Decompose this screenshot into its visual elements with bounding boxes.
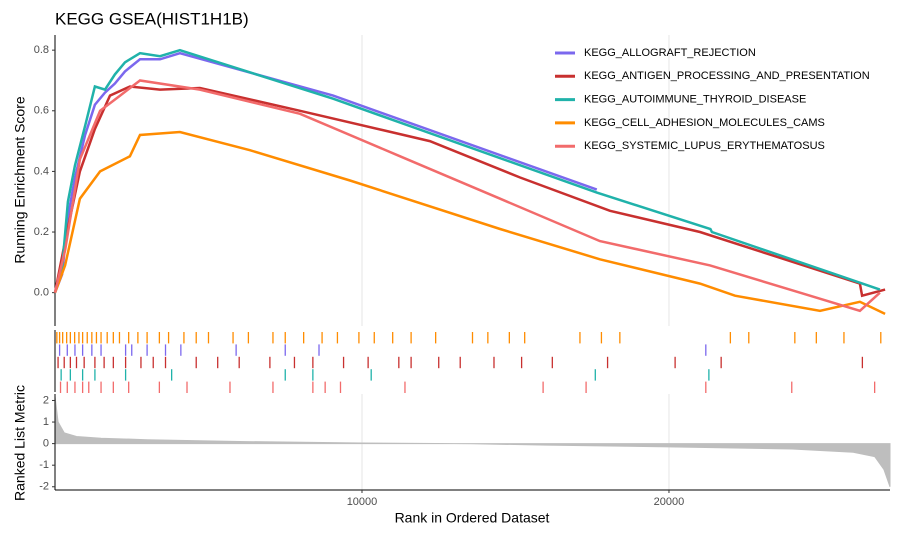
legend-label: KEGG_CELL_ADHESION_MOLECULES_CAMS [584, 117, 825, 129]
es-line [53, 85, 886, 298]
x-tick-label: 10000 [347, 496, 378, 508]
es-line [53, 130, 886, 316]
y-tick-label: 2 [43, 394, 49, 406]
y-axis-title: Running Enrichment Score [12, 96, 28, 264]
x-tick-label: 20000 [654, 496, 685, 508]
chart-title: KEGG GSEA(HIST1H1B) [55, 9, 249, 28]
y-tick-label: -2 [39, 481, 49, 493]
y-axis-title: Ranked List Metric [12, 385, 28, 501]
legend-label: KEGG_AUTOIMMUNE_THYROID_DISEASE [584, 94, 806, 106]
y-tick-label: 0.2 [34, 226, 49, 238]
es-line [53, 79, 881, 313]
legend-label: KEGG_ANTIGEN_PROCESSING_AND_PRESENTATION [584, 70, 870, 82]
y-tick-label: 0.8 [34, 44, 49, 56]
legend-label: KEGG_SYSTEMIC_LUPUS_ERYTHEMATOSUS [584, 140, 825, 152]
y-tick-label: 0.6 [34, 105, 49, 117]
y-tick-label: 0.4 [34, 165, 49, 177]
y-tick-label: 0.0 [34, 287, 49, 299]
metric-area [54, 396, 891, 487]
legend-label: KEGG_ALLOGRAFT_REJECTION [584, 47, 756, 59]
y-tick-label: 1 [43, 416, 49, 428]
es-line [53, 51, 598, 294]
y-tick-label: -1 [39, 459, 49, 471]
x-axis-title: Rank in Ordered Dataset [395, 510, 550, 526]
y-tick-label: 0 [43, 438, 49, 450]
es-line [53, 48, 881, 294]
